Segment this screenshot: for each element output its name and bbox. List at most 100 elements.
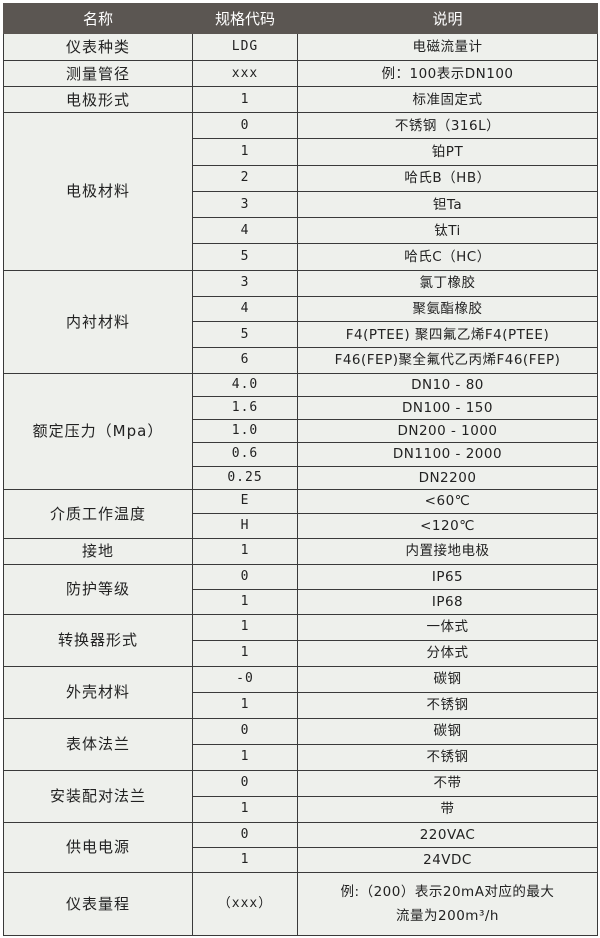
table-row: 仪表量程 （xxx） 例:（200）表示20mA对应的最大 流量为200m³/h <box>3 871 598 936</box>
spec-code: 2 <box>192 164 298 192</box>
spec-code: 0 <box>192 563 298 590</box>
spec-desc: 不锈钢 <box>297 691 598 719</box>
spec-desc: 带 <box>297 795 598 823</box>
table-row: 转换器形式 1 一体式 <box>3 613 598 667</box>
spec-name: 安装配对法兰 <box>3 769 193 823</box>
table-body: 仪表种类 LDG 电磁流量计 测量管径 xxx 例：100表示DN100 电极形式 1 标准固定… <box>3 33 598 936</box>
spec-code: 0.6 <box>192 442 298 467</box>
spec-desc: 铂PT <box>297 138 598 166</box>
spec-code: 1 <box>192 743 298 771</box>
spec-name: 电极材料 <box>3 112 193 271</box>
spec-desc: 聚氨酯橡胶 <box>297 295 598 323</box>
spec-desc: 不带 <box>297 769 598 797</box>
spec-desc: 哈氏B（HB） <box>297 164 598 192</box>
spec-name: 额定压力（Mpa） <box>3 372 193 490</box>
spec-code: 0 <box>192 111 298 140</box>
spec-code: 1.6 <box>192 395 298 421</box>
spec-name: 电极形式 <box>3 86 193 113</box>
table-row: 电极形式 1 标准固定式 <box>3 86 598 113</box>
spec-desc: <60℃ <box>297 488 598 515</box>
spec-name: 供电电源 <box>3 821 193 873</box>
table-row: 5 F4(PTEE) 聚四氟乙烯F4(PTEE) <box>4 321 598 349</box>
spec-code: 4 <box>192 217 298 245</box>
table-row: 1 IP68 <box>4 588 598 615</box>
table-row: 4 聚氨酯橡胶 <box>4 295 598 323</box>
table-row: 仪表种类 LDG 电磁流量计 <box>3 33 598 61</box>
spec-code: 5 <box>192 321 298 349</box>
spec-code: 1.0 <box>192 419 298 444</box>
spec-code: 1 <box>192 846 298 873</box>
spec-desc: 例：100表示DN100 <box>297 60 598 87</box>
table-row: 1 24VDC <box>4 846 598 873</box>
table-row: 外壳材料 -0 碳钢 <box>3 665 598 719</box>
spec-code: LDG <box>192 33 298 61</box>
table-row: 4 钛Ti <box>4 217 598 245</box>
spec-name: 仪表量程 <box>3 871 193 936</box>
table-row: 1 不锈钢 <box>4 743 598 771</box>
table-row: 表体法兰 0 碳钢 <box>3 717 598 771</box>
spec-code: 0 <box>192 821 298 848</box>
table-row: 6 F46(FEP)聚全氟代乙丙烯F46(FEP) <box>4 347 598 374</box>
spec-desc: DN200 - 1000 <box>297 419 598 444</box>
spec-desc: 一体式 <box>297 613 598 641</box>
spec-code: （xxx） <box>192 871 298 936</box>
spec-desc: 例:（200）表示20mA对应的最大 流量为200m³/h <box>297 871 598 936</box>
spec-desc: 24VDC <box>297 846 598 873</box>
spec-code: 1 <box>192 588 298 615</box>
spec-desc: 碳钢 <box>297 665 598 693</box>
table-row: 电极材料 0 不锈钢（316L） <box>3 111 598 271</box>
table-row: H <120℃ <box>4 513 598 539</box>
spec-desc: F4(PTEE) 聚四氟乙烯F4(PTEE) <box>297 321 598 349</box>
spec-desc: 钛Ti <box>297 217 598 245</box>
spec-desc: 不锈钢 <box>297 743 598 771</box>
spec-desc: 内置接地电极 <box>297 537 598 565</box>
spec-code: 5 <box>192 243 298 271</box>
spec-desc: IP65 <box>297 563 598 590</box>
spec-desc: 钽Ta <box>297 190 598 219</box>
spec-name: 表体法兰 <box>3 717 193 771</box>
table-row: 介质工作温度 E <60℃ <box>3 488 598 539</box>
table-row: 测量管径 xxx 例：100表示DN100 <box>3 60 598 87</box>
spec-code: 0 <box>192 769 298 797</box>
spec-desc: <120℃ <box>297 513 598 539</box>
spec-desc: 氯丁橡胶 <box>297 269 598 297</box>
table-row: 额定压力（Mpa） 4.0 DN10 - 80 <box>3 372 598 490</box>
spec-desc: IP68 <box>297 588 598 615</box>
spec-desc: 哈氏C（HC） <box>297 243 598 271</box>
spec-code: 1 <box>192 138 298 166</box>
header-code: 规格代码 <box>192 3 298 34</box>
header-row: 名称 规格代码 说明 <box>3 3 598 34</box>
spec-code: 1 <box>192 639 298 667</box>
header-name: 名称 <box>3 3 193 34</box>
spec-name: 内衬材料 <box>3 269 193 374</box>
table-row: 防护等级 0 IP65 <box>3 563 598 615</box>
table-row: 2 哈氏B（HB） <box>4 164 598 192</box>
header-desc: 说明 <box>297 3 598 34</box>
spec-code: E <box>192 488 298 515</box>
table-row: 安装配对法兰 0 不带 <box>3 769 598 823</box>
spec-desc: 电磁流量计 <box>297 33 598 61</box>
table-row: 供电电源 0 220VAC <box>3 821 598 873</box>
spec-desc: DN1100 - 2000 <box>297 442 598 467</box>
spec-desc: DN10 - 80 <box>297 372 598 397</box>
spec-code: 1 <box>192 537 298 565</box>
spec-code: 1 <box>192 86 298 113</box>
table-row: 3 钽Ta <box>4 190 598 219</box>
spec-code: -0 <box>192 665 298 693</box>
spec-desc: 碳钢 <box>297 717 598 745</box>
table-row: 5 哈氏C（HC） <box>4 243 598 271</box>
table-row: 0.6 DN1100 - 2000 <box>4 442 598 467</box>
spec-code: 6 <box>192 347 298 374</box>
spec-code: xxx <box>192 60 298 87</box>
spec-name: 测量管径 <box>3 60 193 87</box>
spec-code: 1 <box>192 691 298 719</box>
spec-desc: 不锈钢（316L） <box>297 111 598 140</box>
spec-desc: 标准固定式 <box>297 86 598 113</box>
spec-code: 0 <box>192 717 298 745</box>
table-row: 接地 1 内置接地电极 <box>3 537 598 565</box>
table-row: 1 分体式 <box>4 639 598 667</box>
spec-name: 转换器形式 <box>3 613 193 667</box>
spec-name: 外壳材料 <box>3 665 193 719</box>
spec-code: H <box>192 513 298 539</box>
spec-name: 接地 <box>3 537 193 565</box>
